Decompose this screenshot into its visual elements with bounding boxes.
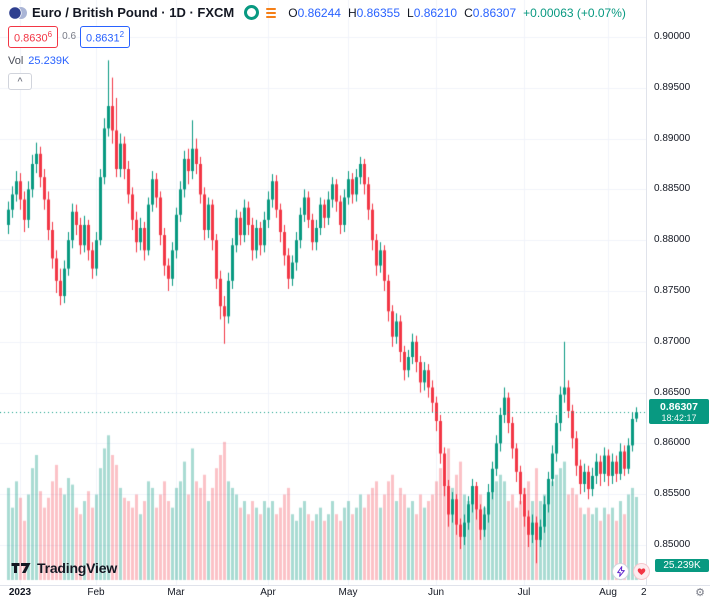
time-axis-label: 2023 [8,587,32,598]
time-axis-partial-label: 2 [641,587,647,598]
time-axis-label: Mar [167,587,185,598]
tradingview-logo-mark [11,563,31,573]
close-value: 0.86307 [472,5,517,20]
price-axis-label: 0.85000 [654,538,691,550]
change-value: +0.00063 (+0.07%) [523,5,626,20]
bid-price-button[interactable]: 0.86306 [8,26,59,48]
last-price-badge: 0.86307 18:42:17 [649,399,709,425]
details-list-icon[interactable] [266,7,277,18]
volume-label: Vol [8,54,24,67]
open-value: 0.86244 [297,5,341,20]
heart-icon [637,568,646,575]
gear-icon[interactable]: ⚙ [695,587,705,599]
price-axis-label: 0.89500 [654,81,691,93]
time-axis-label: May [338,587,358,598]
price-axis-label: 0.90000 [654,30,691,42]
volume-value: 25.239K [28,54,70,67]
price-axis-label: 0.87500 [654,284,691,296]
chart-legend: Euro / British Pound · 1D · FXCM O 0.8624… [8,5,626,90]
close-label: C [464,5,473,20]
lightning-icon [616,566,625,577]
price-axis-label: 0.88000 [654,234,691,246]
time-axis-label: Jul [517,587,531,598]
chevron-up-icon: ^ [17,76,23,87]
last-price-value: 0.86307 [660,401,698,414]
reaction-heart-button[interactable] [633,563,650,580]
price-axis-label: 0.89000 [654,132,691,144]
market-status-dot-icon[interactable] [244,5,260,20]
high-value: 0.86355 [356,5,401,20]
open-label: O [288,5,298,20]
lightning-boost-button[interactable] [612,563,629,580]
currency-pair-icon [8,5,28,20]
ohlc-readout: O 0.86244 H 0.86355 L 0.86210 C 0.86307 +0.0… [288,6,626,20]
low-label: L [407,5,414,20]
time-axis[interactable]: 2 ⚙ 2023 Feb Mar Apr May Jun Jul Aug [0,585,710,600]
price-axis-label: 0.86000 [654,437,691,449]
bar-countdown: 18:42:17 [661,413,697,424]
high-label: H [347,5,357,20]
price-axis[interactable]: 0.86307 18:42:17 25.239K 0.90000 0.89500 0… [646,0,710,585]
price-axis-label: 0.85500 [654,488,691,500]
collapse-legend-button[interactable]: ^ [8,72,32,90]
price-axis-label: 0.86500 [654,386,691,398]
low-value: 0.86210 [413,5,458,20]
logo-text: TradingView [37,560,118,576]
time-axis-label: Aug [599,587,617,598]
volume-axis-badge: 25.239K [655,559,709,572]
time-axis-label: Jun [427,587,445,598]
spread-value: 0.6 [62,31,77,43]
price-axis-label: 0.87000 [654,335,691,347]
time-axis-label: Apr [260,587,276,598]
volume-readout: Vol 25.239K [8,55,626,67]
candlestick-chart-canvas[interactable] [0,0,646,585]
symbol-title[interactable]: Euro / British Pound · 1D · FXCM [32,5,235,20]
time-axis-label: Feb [87,587,105,598]
bid-ask-row: 0.86306 0.6 0.86312 [8,26,626,48]
ask-price-button[interactable]: 0.86312 [80,26,131,48]
tradingview-logo[interactable]: TradingView [10,560,117,576]
price-axis-label: 0.88500 [654,183,691,195]
symbol-row: Euro / British Pound · 1D · FXCM O 0.8624… [8,5,626,20]
